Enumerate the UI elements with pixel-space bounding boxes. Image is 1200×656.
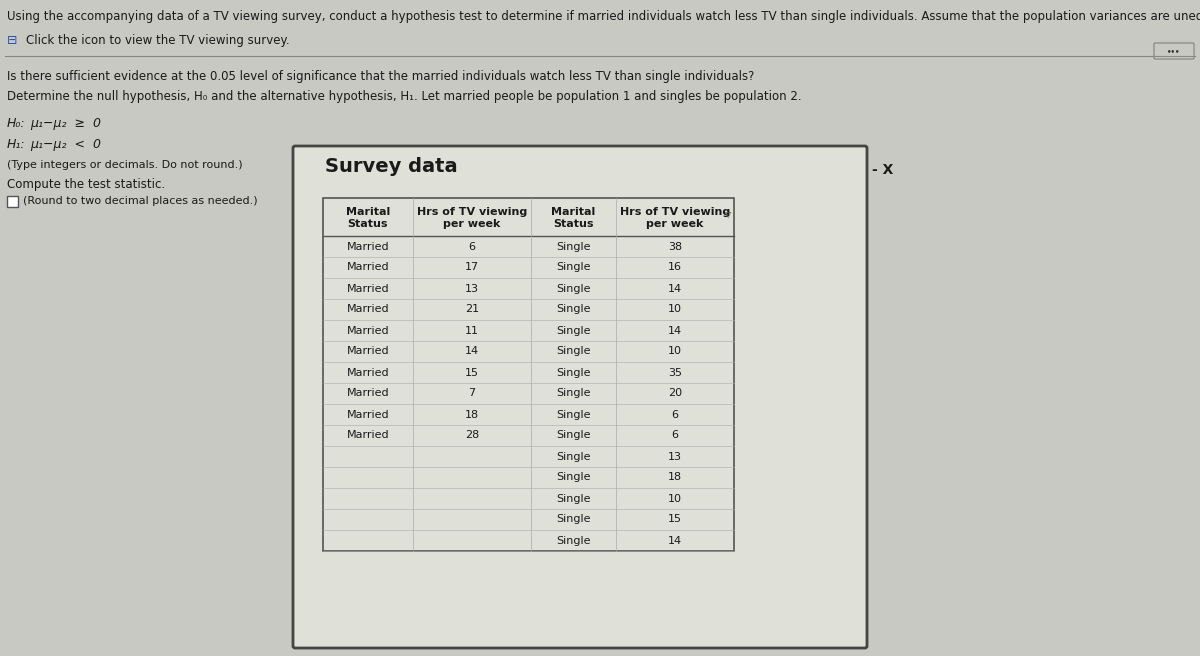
Text: Single: Single <box>557 388 590 398</box>
Text: Single: Single <box>557 367 590 377</box>
Text: Single: Single <box>557 472 590 483</box>
Text: Married: Married <box>347 346 389 356</box>
Text: Married: Married <box>347 262 389 272</box>
Text: 14: 14 <box>464 346 479 356</box>
Text: per week: per week <box>443 219 500 229</box>
Text: 7: 7 <box>468 388 475 398</box>
Text: Hrs of TV viewing: Hrs of TV viewing <box>620 207 730 217</box>
Text: ▽: ▽ <box>725 209 731 218</box>
Text: 13: 13 <box>466 283 479 293</box>
Text: Survey data: Survey data <box>325 157 457 176</box>
Text: μ₁−μ₂  <  0: μ₁−μ₂ < 0 <box>30 138 101 151</box>
Text: Hrs of TV viewing: Hrs of TV viewing <box>416 207 527 217</box>
Text: H₁:: H₁: <box>7 138 25 151</box>
Text: 6: 6 <box>672 409 678 419</box>
Text: Single: Single <box>557 262 590 272</box>
Text: 14: 14 <box>668 283 682 293</box>
Text: Single: Single <box>557 409 590 419</box>
Text: 14: 14 <box>668 535 682 546</box>
Text: Married: Married <box>347 409 389 419</box>
Text: Status: Status <box>348 219 389 229</box>
Text: Single: Single <box>557 241 590 251</box>
Text: 18: 18 <box>668 472 682 483</box>
Text: Single: Single <box>557 514 590 525</box>
Text: Marital: Marital <box>551 207 595 217</box>
Text: Married: Married <box>347 325 389 335</box>
Text: H₀:: H₀: <box>7 117 25 130</box>
Text: Married: Married <box>347 241 389 251</box>
Text: 20: 20 <box>668 388 682 398</box>
FancyBboxPatch shape <box>1154 43 1194 59</box>
Text: Single: Single <box>557 535 590 546</box>
Text: 35: 35 <box>668 367 682 377</box>
Bar <box>7 196 18 207</box>
Text: 10: 10 <box>668 493 682 504</box>
Text: Status: Status <box>553 219 594 229</box>
FancyBboxPatch shape <box>293 146 866 648</box>
Text: 21: 21 <box>464 304 479 314</box>
Text: 10: 10 <box>668 304 682 314</box>
Text: Click the icon to view the TV viewing survey.: Click the icon to view the TV viewing su… <box>26 34 289 47</box>
Text: Married: Married <box>347 430 389 440</box>
Text: •••: ••• <box>1168 48 1181 54</box>
Text: 6: 6 <box>672 430 678 440</box>
Text: 18: 18 <box>464 409 479 419</box>
Text: (Type integers or decimals. Do not round.): (Type integers or decimals. Do not round… <box>7 160 242 170</box>
Text: μ₁−μ₂  ≥  0: μ₁−μ₂ ≥ 0 <box>30 117 101 130</box>
Text: Married: Married <box>347 367 389 377</box>
Text: Single: Single <box>557 451 590 462</box>
Bar <box>323 198 734 551</box>
Text: Marital: Marital <box>346 207 390 217</box>
Text: - X: - X <box>872 163 894 177</box>
Text: per week: per week <box>647 219 703 229</box>
Text: 17: 17 <box>464 262 479 272</box>
Text: Single: Single <box>557 346 590 356</box>
Text: Determine the null hypothesis, H₀ and the alternative hypothesis, H₁. Let marrie: Determine the null hypothesis, H₀ and th… <box>7 90 802 103</box>
Text: 13: 13 <box>668 451 682 462</box>
Text: 14: 14 <box>668 325 682 335</box>
Text: Single: Single <box>557 493 590 504</box>
Text: Using the accompanying data of a TV viewing survey, conduct a hypothesis test to: Using the accompanying data of a TV view… <box>7 10 1200 23</box>
Text: Is there sufficient evidence at the 0.05 level of significance that the married : Is there sufficient evidence at the 0.05… <box>7 70 755 83</box>
Text: Single: Single <box>557 304 590 314</box>
Text: Married: Married <box>347 388 389 398</box>
Text: ⊟: ⊟ <box>7 34 18 47</box>
Text: Married: Married <box>347 304 389 314</box>
Text: 11: 11 <box>466 325 479 335</box>
Text: Single: Single <box>557 430 590 440</box>
Text: Compute the test statistic.: Compute the test statistic. <box>7 178 166 191</box>
Text: 16: 16 <box>668 262 682 272</box>
Text: Single: Single <box>557 283 590 293</box>
Text: 6: 6 <box>468 241 475 251</box>
Bar <box>323 198 734 236</box>
Text: Married: Married <box>347 283 389 293</box>
Text: 38: 38 <box>668 241 682 251</box>
Text: (Round to two decimal places as needed.): (Round to two decimal places as needed.) <box>23 196 258 206</box>
Text: 15: 15 <box>668 514 682 525</box>
Text: Single: Single <box>557 325 590 335</box>
Text: 10: 10 <box>668 346 682 356</box>
Text: 15: 15 <box>466 367 479 377</box>
Text: 28: 28 <box>464 430 479 440</box>
